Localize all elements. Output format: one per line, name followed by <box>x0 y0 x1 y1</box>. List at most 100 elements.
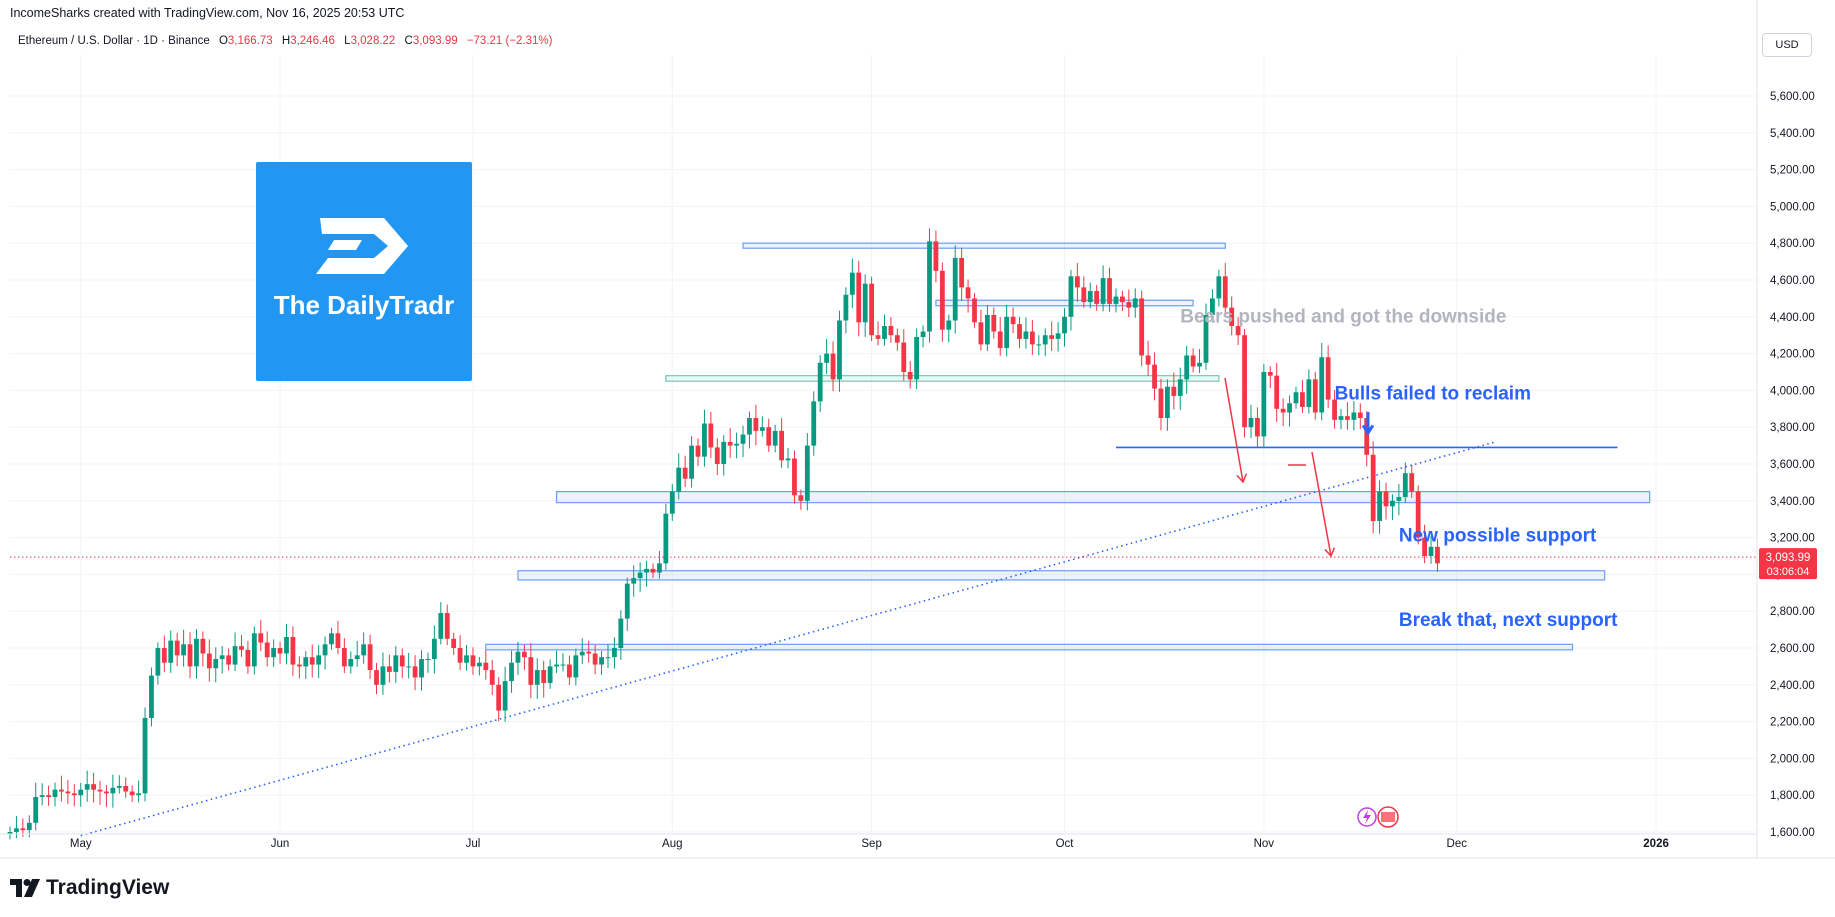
candle-body <box>972 298 977 323</box>
zone-4070 <box>665 375 1220 382</box>
candle-body <box>181 644 187 656</box>
candle-body <box>714 447 720 464</box>
candle-body <box>1062 316 1067 334</box>
candle-body <box>747 418 752 435</box>
candle-body <box>605 657 611 659</box>
candle-body <box>1293 392 1299 404</box>
candle-body <box>534 670 540 685</box>
new-support-annotation: New possible support <box>1399 525 1597 546</box>
candle-body <box>194 638 199 667</box>
zone-3020 <box>517 570 1606 581</box>
candle-body <box>59 789 64 792</box>
candle-body <box>1357 412 1363 418</box>
candle-body <box>1267 372 1273 376</box>
y-tick-label: 3,200.00 <box>1770 533 1815 545</box>
candle-body <box>155 648 161 676</box>
candle-body <box>1300 392 1305 407</box>
candle-body <box>149 675 154 718</box>
candle-body <box>1383 491 1389 507</box>
candle-body <box>1351 412 1357 420</box>
candle-body <box>1338 416 1344 420</box>
candle-body <box>991 314 997 332</box>
candle-body <box>303 657 309 667</box>
candle-body <box>1216 276 1222 299</box>
candle-body <box>1332 399 1337 420</box>
candle-body <box>1402 473 1408 498</box>
candle-body <box>727 441 733 446</box>
candle-body <box>110 787 116 794</box>
currency-button[interactable]: USD <box>1762 33 1812 57</box>
price-label-bg <box>1759 548 1817 580</box>
red-arrow-1-head <box>1236 473 1248 484</box>
candle-body <box>129 791 135 796</box>
candle-body <box>136 793 141 796</box>
candle-body <box>882 326 887 339</box>
open-label: O <box>218 35 228 47</box>
candle-body <box>1325 357 1331 400</box>
y-tick-label: 2,800.00 <box>1770 606 1815 618</box>
candle-body <box>612 648 617 658</box>
candle-body <box>1165 386 1170 418</box>
candle-body <box>1081 287 1087 303</box>
y-tick-label: 2,400.00 <box>1770 680 1815 692</box>
candle-body <box>65 791 71 794</box>
x-tick-label: Oct <box>1056 838 1075 850</box>
candle-body <box>1087 291 1093 303</box>
zone-2600 <box>485 643 1574 651</box>
candle-body <box>1017 324 1022 339</box>
candle-body <box>1177 379 1183 396</box>
candle-body <box>399 655 405 667</box>
close-value: 3,093.99 <box>412 35 458 47</box>
candle-body <box>1235 326 1241 336</box>
tradingview-logo[interactable]: TradingView <box>10 876 169 900</box>
candle-body <box>322 644 328 656</box>
candle-body <box>444 613 450 639</box>
candle-body <box>1094 291 1100 304</box>
candle-body <box>624 583 630 619</box>
candle-body <box>419 659 424 678</box>
candle-body <box>489 670 495 685</box>
candle-body <box>251 633 257 667</box>
x-tick-label: Sep <box>861 838 881 850</box>
candle-body <box>837 320 842 380</box>
candle-body <box>309 657 315 665</box>
candle-body <box>734 443 739 446</box>
candle-body <box>824 353 830 363</box>
candle-body <box>412 666 418 678</box>
candle-body <box>1042 335 1048 345</box>
candle-body <box>1203 314 1209 363</box>
y-tick-label: 5,000.00 <box>1770 201 1815 213</box>
candle-body <box>1428 546 1434 556</box>
candle-body <box>406 666 412 668</box>
candle-body <box>1229 307 1235 326</box>
candle-body <box>1370 454 1376 522</box>
candle-body <box>702 423 707 457</box>
high-value: 3,246.46 <box>290 35 335 47</box>
candle-body <box>380 666 386 685</box>
candle-body <box>1184 355 1190 380</box>
candle-body <box>772 430 778 446</box>
candle-body <box>1422 537 1427 556</box>
candle-body <box>1145 355 1151 365</box>
candle-body <box>470 655 476 667</box>
candle-body <box>1004 316 1010 349</box>
candle-body <box>168 640 174 663</box>
candle-body <box>1415 491 1421 538</box>
candle-body <box>721 441 727 464</box>
candle-body <box>515 651 521 663</box>
candle-body <box>335 633 341 648</box>
candle-body <box>142 717 148 794</box>
x-tick-label: 2026 <box>1643 838 1669 850</box>
candle-body <box>817 362 823 402</box>
candle-body <box>174 640 180 656</box>
candle-body <box>206 653 212 669</box>
candle-body <box>232 646 238 665</box>
candle-body <box>618 618 624 648</box>
candle-body <box>239 646 244 650</box>
brand-name: The DailyTradr <box>273 290 455 320</box>
candle-body <box>965 287 971 299</box>
candle-body <box>483 662 489 671</box>
candle-body <box>1126 302 1132 308</box>
brand-tile: The DailyTradr <box>256 162 472 381</box>
